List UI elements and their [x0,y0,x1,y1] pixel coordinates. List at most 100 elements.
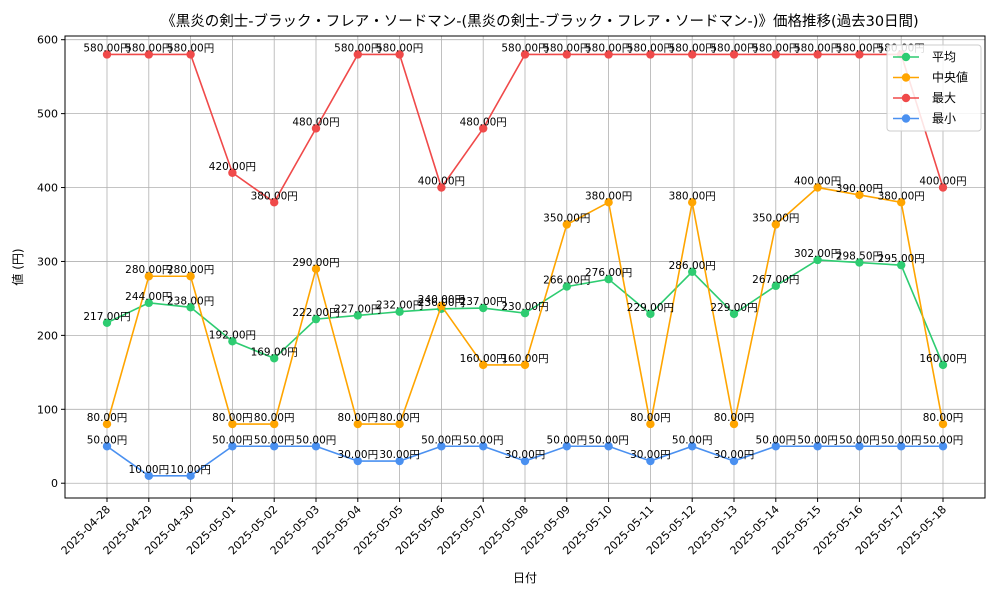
data-point [771,281,780,291]
data-point [102,318,112,328]
data-point [270,354,279,363]
data-point [102,442,112,451]
data-label: 350.00円 [543,212,590,224]
data-label: 50.00円 [881,434,922,446]
data-point [938,442,948,451]
data-point [270,419,279,429]
data-point [311,442,321,451]
data-label: 380.00円 [585,190,632,202]
series-group [102,50,948,481]
data-label: 580.00円 [585,42,632,54]
data-label: 420.00円 [209,161,256,173]
data-point [144,471,153,481]
data-label: 580.00円 [501,42,548,54]
data-label: 390.00円 [836,183,883,195]
data-point [395,307,404,316]
legend-marker [901,114,911,123]
data-label: 380.00円 [669,190,716,202]
data-point [479,303,488,313]
data-label: 80.00円 [212,412,253,424]
data-label: 298.50円 [836,251,883,263]
data-point [688,442,697,451]
data-point [311,314,321,324]
data-label: 400.00円 [418,176,465,188]
data-label: 236.00円 [418,297,465,309]
data-label: 80.00円 [254,412,295,424]
legend-entry: 平均 [932,50,956,64]
data-label: 50.00円 [547,434,588,446]
data-label: 80.00円 [379,412,420,424]
data-point [395,419,404,429]
data-label: 217.00円 [83,311,130,323]
y-tick-label: 200 [37,329,58,342]
y-axis-ticks: 0 100 200 300 400 500 600 [37,34,65,490]
data-point [729,309,739,319]
data-label: 302.00円 [794,248,841,260]
data-label: 50.00円 [463,434,504,446]
data-point [270,198,279,207]
data-point [729,419,739,429]
y-tick-label: 0 [51,477,58,490]
data-point [520,360,530,370]
data-point [437,442,446,451]
data-label: 222.00円 [292,307,339,319]
data-label: 227.00円 [334,303,381,315]
data-point [311,264,321,274]
data-label: 30.00円 [714,449,755,461]
data-label: 50.00円 [797,434,838,446]
data-label: 580.00円 [836,42,883,54]
data-label: 50.00円 [212,434,253,446]
data-point [938,419,948,429]
data-point [646,456,655,466]
data-label: 580.00円 [83,42,130,54]
y-tick-label: 400 [37,182,58,195]
y-tick-label: 300 [37,255,58,268]
data-point [688,50,697,59]
y-axis-label: 値 (円) [10,248,25,285]
data-point [938,183,948,192]
data-point [562,442,571,451]
data-label: 50.00円 [296,434,337,446]
data-point [813,255,822,265]
data-label: 50.00円 [756,434,797,446]
data-point [395,50,404,59]
data-point [520,50,530,59]
data-point [646,419,655,429]
data-point [604,50,613,59]
data-label: 580.00円 [794,42,841,54]
data-label: 160.00円 [460,353,507,365]
data-point [813,442,822,451]
data-point [688,267,697,277]
data-point [102,50,112,59]
data-label: 266.00円 [543,275,590,287]
data-label: 400.00円 [794,176,841,188]
data-label: 80.00円 [630,412,671,424]
data-label: 232.00円 [376,300,423,312]
x-axis-label: 日付 [513,571,537,585]
data-label: 10.00円 [170,464,211,476]
data-label: 229.00円 [627,302,674,314]
data-point [228,168,237,177]
data-label: 237.00円 [460,296,507,308]
data-point [186,272,195,281]
data-point [228,442,237,451]
data-label: 276.00円 [585,267,632,279]
data-label: 30.00円 [630,449,671,461]
data-label: 580.00円 [543,42,590,54]
data-point [688,198,697,207]
data-point [813,183,822,192]
legend-marker [901,73,911,82]
data-label: 50.00円 [672,434,713,446]
data-point [186,303,195,312]
data-label: 580.00円 [125,42,172,54]
data-point [771,50,780,59]
data-label: 580.00円 [710,42,757,54]
data-point [604,198,613,207]
data-point [395,456,404,466]
data-label: 380.00円 [251,190,298,202]
data-point [729,50,739,59]
data-point [186,50,195,59]
data-point [771,220,780,229]
